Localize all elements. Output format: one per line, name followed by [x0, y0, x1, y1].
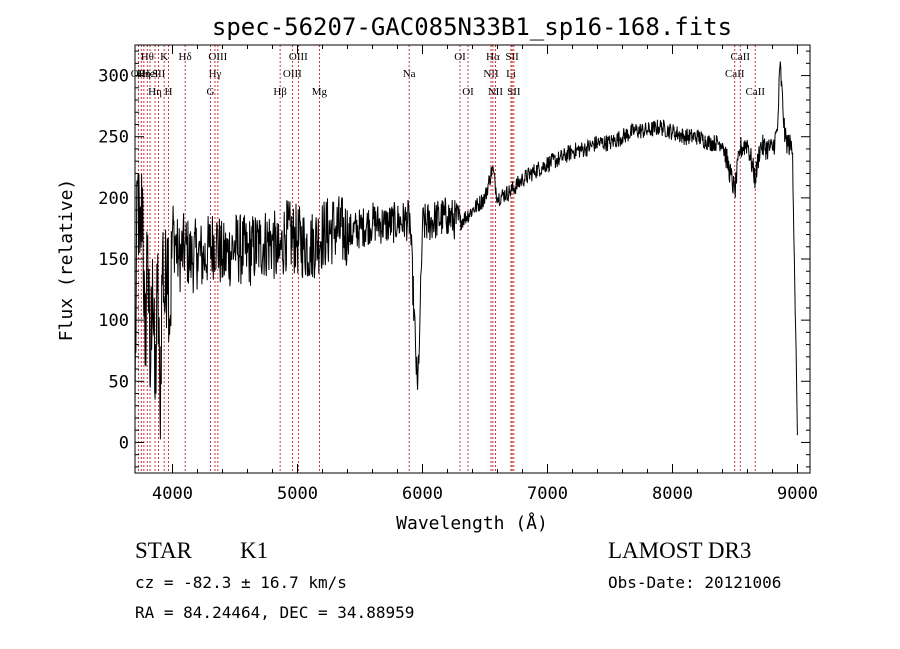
y-tick-label: 300 [98, 67, 129, 87]
line-marker-label: OIII [208, 51, 227, 63]
x-tick-label: 5000 [277, 484, 318, 504]
subclass-label: K1 [240, 538, 269, 563]
line-marker-label: NII [483, 68, 499, 80]
line-marker-label: Hγ [209, 68, 222, 80]
line-marker-label: Li [506, 68, 516, 80]
class-label: STAR [135, 538, 192, 563]
line-marker-label: HeI [142, 68, 159, 80]
line-marker-label: SII [505, 51, 519, 63]
obs-date-label: Obs-Date: 20121006 [608, 573, 782, 592]
x-tick-label: 6000 [402, 484, 443, 504]
y-tick-label: 0 [119, 433, 129, 453]
y-tick-label: 150 [98, 250, 129, 270]
line-marker-label: Hδ [179, 51, 192, 63]
line-marker-label: Hη [148, 86, 162, 98]
x-axis-label: Wavelength (Å) [396, 512, 548, 534]
x-tick-label: 4000 [152, 484, 193, 504]
line-marker-label: CaII [730, 51, 750, 63]
line-marker-label: Mg [312, 86, 328, 98]
line-marker-label: OIII [283, 68, 302, 80]
x-tick-label: 8000 [652, 484, 693, 504]
line-marker-label: SII [507, 86, 521, 98]
line-marker-label: SII [152, 68, 166, 80]
axis-ticks: 4000 5000 6000 7000 8000 9000 0 50 100 150 200 250 3… [98, 45, 818, 504]
line-marker-label: G [207, 86, 215, 98]
line-marker-label: H [137, 68, 145, 80]
survey-label: LAMOST DR3 [608, 538, 752, 563]
line-marker-label: H [165, 86, 173, 98]
x-tick-label: 9000 [777, 484, 818, 504]
line-marker-label: OI [462, 86, 474, 98]
line-marker-label: OI [454, 51, 466, 63]
y-axis-label: Flux (relative) [56, 179, 77, 342]
line-marker-label: NII [488, 86, 504, 98]
line-marker-label: CaII [725, 68, 745, 80]
y-tick-label: 50 [109, 372, 129, 392]
line-marker-label: OIII [289, 51, 308, 63]
line-marker-label: Na [403, 68, 416, 80]
cz-label: cz = -82.3 ± 16.7 km/s [135, 573, 347, 592]
y-tick-label: 100 [98, 311, 129, 331]
line-marker-label: CaII [745, 86, 765, 98]
line-marker-label: Hβ [273, 86, 287, 98]
y-tick-label: 200 [98, 189, 129, 209]
line-marker-label: Hθ [141, 51, 154, 63]
flux-series [134, 61, 798, 440]
y-tick-label: 250 [98, 128, 129, 148]
chart-title: spec-56207-GAC085N33B1_sp16-168.fits [212, 13, 732, 41]
radec-label: RA = 84.24464, DEC = 34.88959 [135, 603, 415, 622]
x-tick-label: 7000 [527, 484, 568, 504]
line-marker-label: K [160, 51, 168, 63]
line-marker-label: Hα [486, 51, 500, 63]
